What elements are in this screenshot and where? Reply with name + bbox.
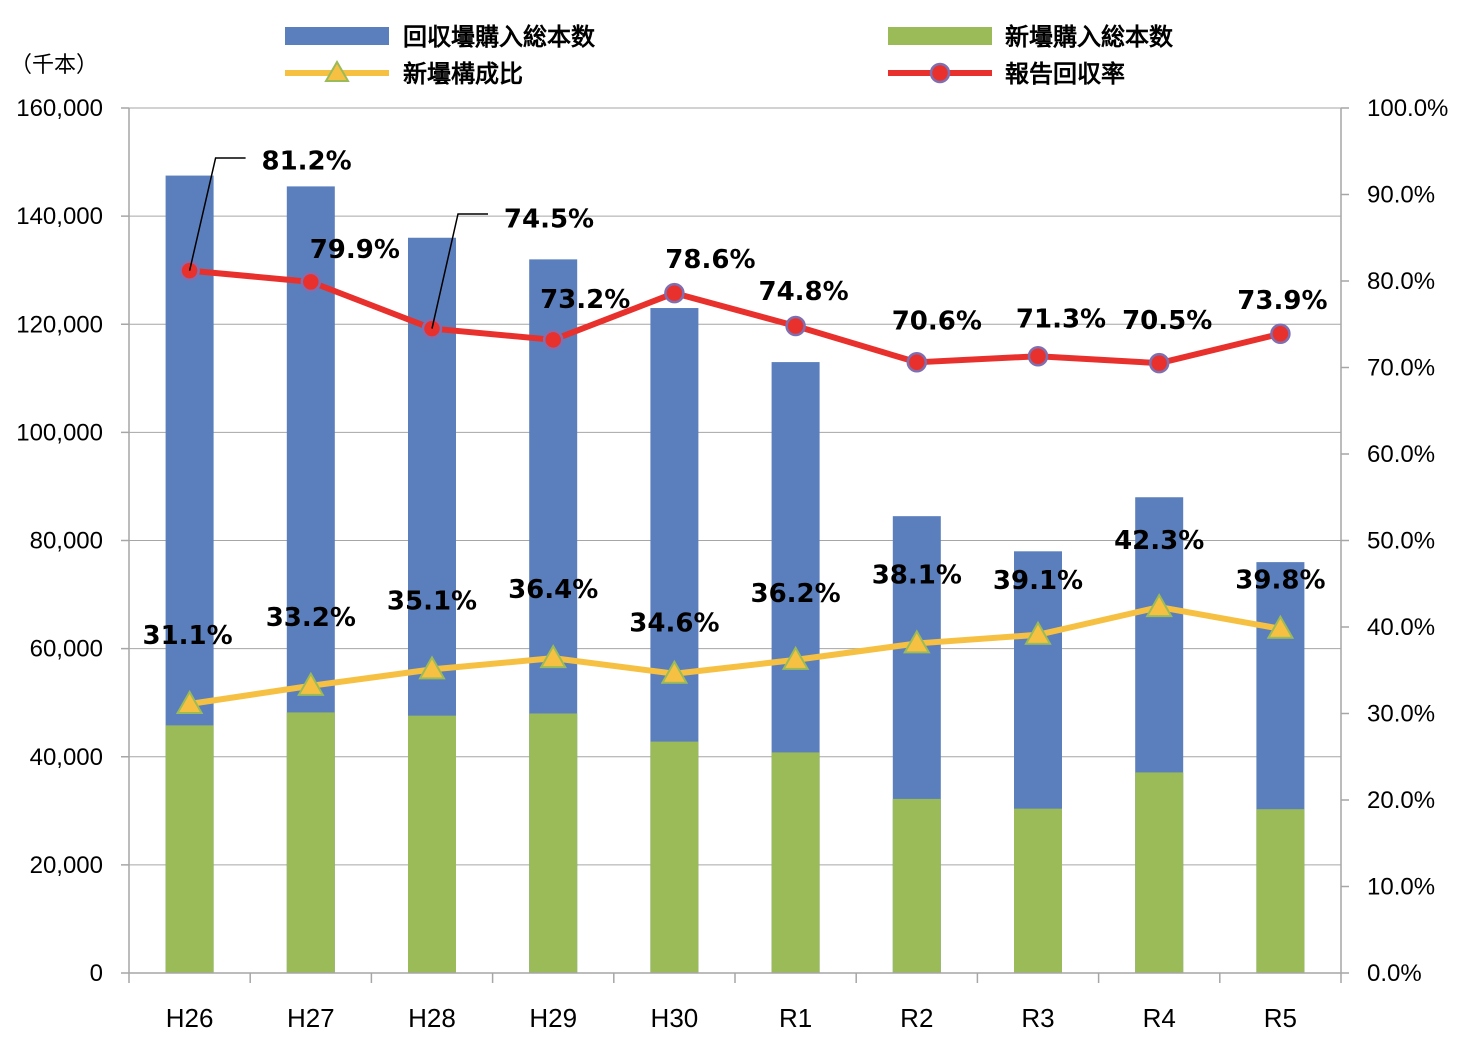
x-tick-label: R1 — [779, 1003, 812, 1033]
legend-label: 新壜購入総本数 — [1005, 23, 1174, 51]
y-right-tick-label: 20.0% — [1367, 787, 1435, 814]
y-right-tick-label: 30.0% — [1367, 701, 1435, 728]
y-left-tick-label: 120,000 — [16, 311, 103, 338]
recovery-rate-point-R3 — [1027, 346, 1049, 367]
y-right-tick-label: 90.0% — [1367, 182, 1435, 209]
new-ratio-point-R4 — [1145, 593, 1173, 618]
x-tick-label: R2 — [900, 1003, 933, 1033]
x-tick-label: R5 — [1264, 1003, 1297, 1033]
new-ratio-label: 38.1% — [872, 560, 962, 590]
bar-new-H29 — [529, 713, 578, 973]
new-ratio-point-H27 — [297, 671, 325, 696]
recovery-rate-line — [189, 267, 1282, 367]
legend-label: 報告回収率 — [1005, 60, 1125, 88]
y-left-unit-label: （千本） — [10, 53, 98, 78]
bar-new-R4 — [1135, 772, 1184, 973]
recovery-rate-label: 81.2% — [261, 147, 351, 177]
y-right-tick-label: 40.0% — [1367, 614, 1435, 641]
recovery-rate-point-H27 — [300, 271, 322, 293]
recovery-rate-point-H29 — [542, 329, 564, 351]
new-ratio-label: 33.2% — [266, 603, 356, 633]
y-right-tick-label: 80.0% — [1367, 268, 1435, 295]
recovery-rate-point-R1 — [785, 315, 806, 337]
y-right-tick-label: 0.0% — [1367, 960, 1422, 987]
new-ratio-label: 36.2% — [750, 579, 840, 609]
bar-new-H26 — [165, 725, 214, 973]
y-right-tick-label: 60.0% — [1367, 441, 1435, 468]
x-tick-label: H27 — [287, 1003, 335, 1033]
recovery-rate-label: 70.6% — [892, 306, 982, 336]
y-right-tick-label: 70.0% — [1367, 355, 1435, 382]
recovery-rate-label: 73.9% — [1237, 286, 1327, 316]
leader-line — [431, 213, 488, 329]
new-ratio-label: 34.6% — [629, 609, 719, 639]
bar-new-R1 — [771, 752, 820, 973]
legend-marker — [929, 62, 951, 84]
new-ratio-label: 36.4% — [508, 575, 598, 605]
y-left-tick-label: 0 — [90, 960, 103, 987]
y-left-tick-label: 40,000 — [30, 744, 103, 771]
new-ratio-point-R5 — [1266, 614, 1295, 639]
x-tick-label: H28 — [408, 1003, 456, 1033]
bar-new-H27 — [286, 712, 335, 973]
recovery-rate-label: 79.9% — [310, 235, 400, 265]
y-right-tick-label: 100.0% — [1367, 95, 1448, 122]
x-tick-label: H26 — [166, 1003, 214, 1033]
recovery-rate-label: 73.2% — [540, 285, 630, 315]
y-left-tick-label: 60,000 — [30, 636, 103, 663]
new-ratio-label: 42.3% — [1114, 526, 1204, 556]
recovery-rate-point-R5 — [1270, 323, 1291, 345]
recovery-rate-label: 70.5% — [1122, 306, 1212, 336]
bar-new-H30 — [650, 741, 699, 973]
recovery-rate-label: 74.8% — [758, 277, 848, 307]
y-right-tick-label: 50.0% — [1367, 528, 1435, 555]
new-ratio-point-H30 — [660, 659, 689, 684]
new-ratio-point-R2 — [903, 629, 931, 654]
y-left-tick-label: 20,000 — [30, 852, 103, 879]
new-ratio-label: 31.1% — [142, 621, 232, 651]
recovery-rate-point-H30 — [664, 282, 685, 304]
x-tick-label: R3 — [1021, 1003, 1054, 1033]
bar-new-R2 — [892, 798, 941, 973]
new-ratio-line — [189, 604, 1281, 707]
recovery-rate-label: 74.5% — [504, 205, 594, 235]
legend-label: 回収壜購入総本数 — [403, 23, 596, 51]
new-ratio-label: 35.1% — [387, 586, 477, 616]
legend-swatch — [888, 27, 992, 45]
bar-new-R3 — [1014, 808, 1062, 973]
legend-swatch — [285, 27, 389, 45]
x-tick-label: R4 — [1143, 1003, 1176, 1033]
axes: H26 H27 H28 H29 H30 R1 R2 R3 R4 R5 0 20,000 40,000 60… — [10, 53, 1448, 1033]
y-left-tick-label: 80,000 — [30, 528, 103, 555]
x-tick-label: H29 — [529, 1003, 577, 1033]
new-ratio-point-R3 — [1024, 620, 1052, 645]
new-ratio-label: 39.8% — [1235, 566, 1325, 596]
recovery-rate-label: 78.6% — [665, 245, 755, 275]
x-tick-label: H30 — [651, 1003, 699, 1033]
y-left-tick-label: 160,000 — [16, 95, 103, 122]
y-right-tick-label: 10.0% — [1367, 874, 1435, 901]
new-ratio-point-H29 — [539, 644, 567, 669]
new-ratio-label: 39.1% — [993, 566, 1083, 596]
legend-label: 新壜構成比 — [403, 60, 523, 88]
line-series — [175, 260, 1295, 714]
y-left-tick-label: 100,000 — [16, 419, 103, 446]
y-left-tick-label: 140,000 — [16, 203, 103, 230]
data-labels: 31.1% 33.2% 35.1% 36.4% 34.6% 36.2% 38.1% 39.1%… — [142, 147, 1327, 651]
legend-marker — [324, 60, 350, 82]
leader-line — [188, 157, 246, 271]
bar-new-H28 — [408, 715, 456, 973]
recovery-rate-label: 71.3% — [1016, 304, 1106, 334]
bar-series — [165, 175, 1305, 973]
bar-new-R5 — [1256, 809, 1305, 973]
recovery-rate-point-R4 — [1148, 352, 1170, 374]
new-ratio-point-R1 — [781, 645, 810, 670]
recovery-rate-point-R2 — [906, 352, 928, 373]
new-ratio-point-H28 — [418, 655, 446, 680]
new-ratio-point-H26 — [175, 689, 204, 714]
